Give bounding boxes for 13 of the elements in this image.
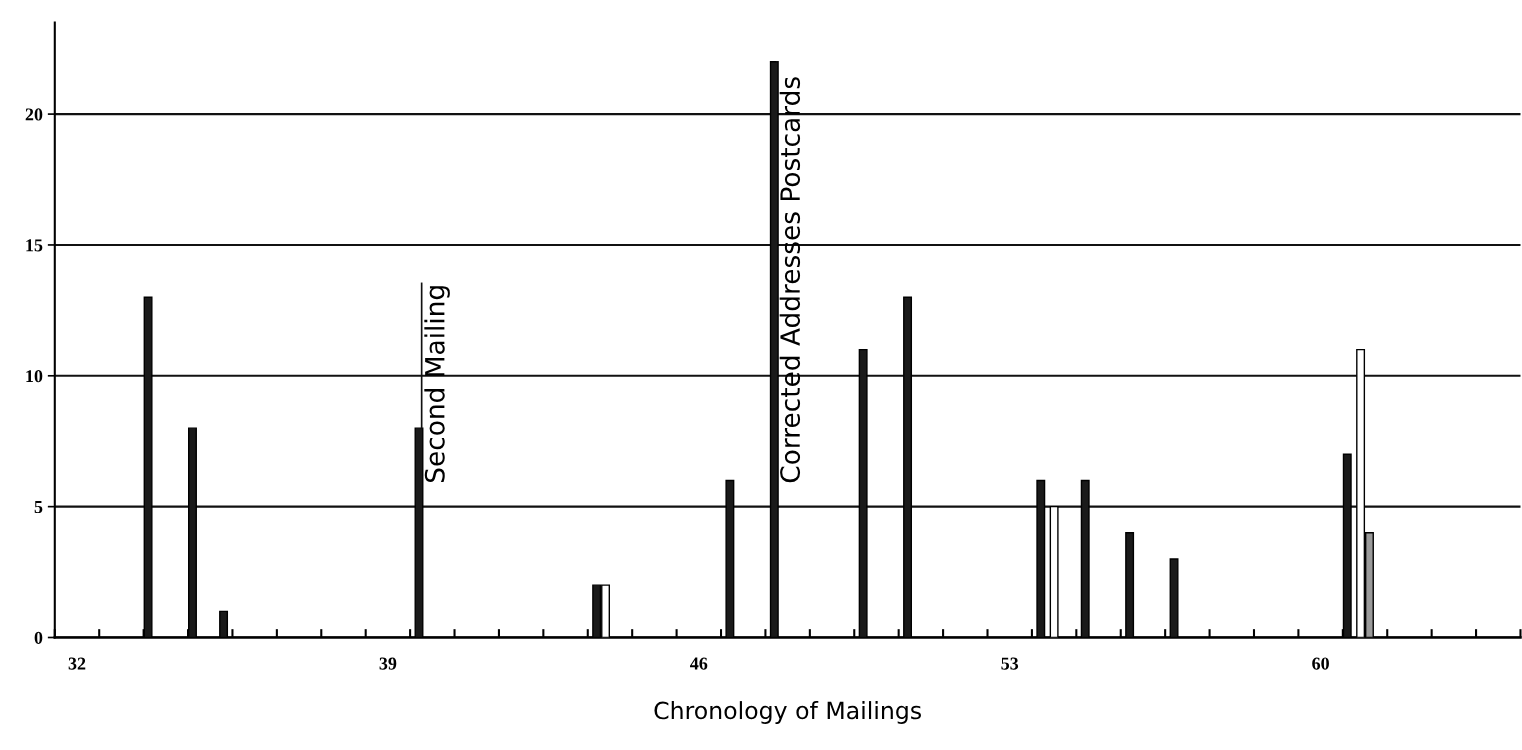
x-tick-label: 32 xyxy=(68,657,86,670)
x-axis-title: Chronology of Mailings xyxy=(654,701,921,724)
y-tick-label: 10 xyxy=(26,370,43,383)
x-tick-label: 46 xyxy=(690,657,708,670)
y-tick-label: 0 xyxy=(34,631,43,644)
y-tick-label: 15 xyxy=(26,239,43,252)
annotation: Second Mailing xyxy=(424,286,450,483)
x-tick-label: 60 xyxy=(1312,657,1329,670)
y-tick-label: 20 xyxy=(25,108,43,121)
x-tick-label: 39 xyxy=(379,657,397,670)
y-tick-label: 5 xyxy=(34,501,43,514)
x-tick-label: 53 xyxy=(1001,657,1019,670)
annotation: Corrected Addresses Postcards xyxy=(779,77,801,483)
